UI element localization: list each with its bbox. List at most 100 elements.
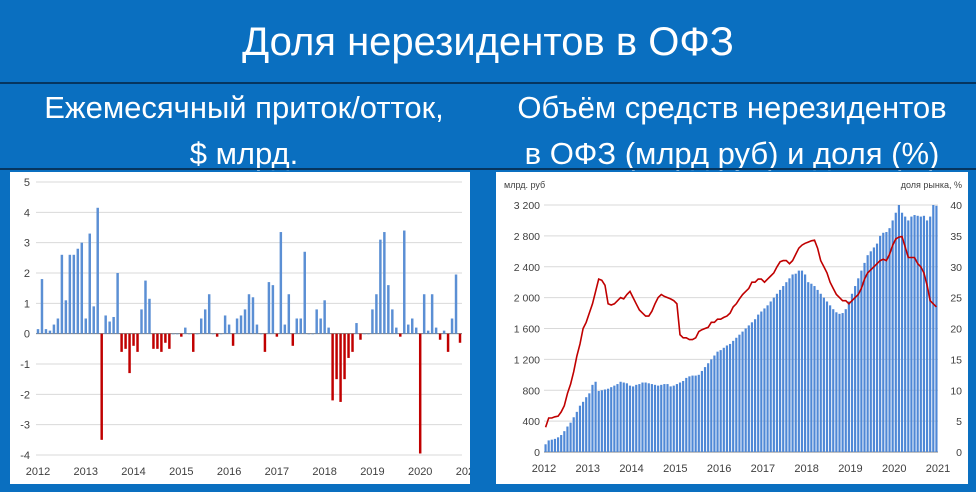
flow-bar xyxy=(168,333,171,349)
flow-bar xyxy=(104,315,107,334)
flow-bar xyxy=(116,273,119,334)
flow-bar xyxy=(418,333,422,454)
flow-bar xyxy=(235,318,239,334)
flow-bar xyxy=(267,282,271,334)
x-tick-label: 2019 xyxy=(838,463,862,475)
y-right-tick-label: 25 xyxy=(950,293,962,305)
holdings-bar xyxy=(725,345,729,452)
share-line xyxy=(544,235,937,428)
flow-bar xyxy=(164,333,167,343)
y-right-tick-label: 5 xyxy=(956,416,962,428)
flow-bar xyxy=(458,333,462,343)
flow-bar xyxy=(430,294,434,334)
holdings-bar xyxy=(644,382,647,452)
holdings-bar xyxy=(566,426,569,452)
x-tick-label: 2017 xyxy=(265,466,289,478)
flow-bar xyxy=(40,279,44,334)
holdings-bar xyxy=(747,325,750,452)
x-tick-label: 2018 xyxy=(312,466,336,478)
holdings-bar xyxy=(707,363,710,452)
flow-bar xyxy=(371,309,374,334)
page-title: Доля нерезидентов в ОФЗ xyxy=(242,19,734,64)
holdings-bar xyxy=(563,431,566,452)
flow-bar xyxy=(335,333,338,380)
holdings-bar xyxy=(669,386,672,452)
holdings-bar xyxy=(569,422,572,452)
flows-chart: 5 4 3 2 1 0 -1 -2 -3 -4 2012 2013 2014 2015 2016 2017 20… xyxy=(20,177,480,478)
right-subtitle-line-2: в ОФЗ (млрд руб) и доля (%) xyxy=(524,136,940,171)
right-subtitle: Объём средств нерезидентов в ОФЗ (млрд р… xyxy=(488,85,976,177)
holdings-bar xyxy=(600,390,603,452)
holdings-bar xyxy=(635,384,638,452)
holdings-bar xyxy=(804,274,807,452)
holdings-bar xyxy=(766,305,769,452)
y-tick-label: -1 xyxy=(20,359,30,371)
holdings-bar xyxy=(628,385,632,452)
holdings-bar xyxy=(844,309,847,452)
holdings-bar xyxy=(907,220,910,452)
y-right-tick-label: 30 xyxy=(950,262,962,274)
holdings-bar xyxy=(572,417,575,452)
holdings-bar xyxy=(638,384,641,452)
flow-bar xyxy=(414,327,418,334)
holdings-bar xyxy=(760,311,763,452)
holdings-bar xyxy=(838,313,841,452)
holdings-bar xyxy=(585,397,588,452)
holdings-bar xyxy=(919,216,922,452)
flow-bar xyxy=(203,309,207,334)
flow-bar xyxy=(327,327,330,334)
holdings-bar xyxy=(578,405,582,452)
holdings-bar xyxy=(547,440,550,452)
holdings-bar xyxy=(860,270,863,452)
flow-bar xyxy=(307,333,310,335)
holdings-bar xyxy=(622,382,625,452)
y-right-tick-label: 35 xyxy=(950,231,962,243)
holdings-bar xyxy=(888,228,891,452)
holdings-bar xyxy=(872,247,875,452)
flow-bar xyxy=(207,294,211,334)
x-tick-label: 2015 xyxy=(169,466,193,478)
y-tick-label: -2 xyxy=(20,389,30,401)
holdings-bar xyxy=(738,334,741,452)
x-tick-label: 2016 xyxy=(217,466,241,478)
flow-bar xyxy=(239,315,243,334)
holdings-bar xyxy=(556,437,560,452)
flow-bar xyxy=(295,318,299,334)
holdings-bar xyxy=(800,270,804,452)
flow-bar xyxy=(343,333,346,380)
flow-bar xyxy=(112,316,115,334)
holdings-bar xyxy=(722,347,725,452)
flow-bar xyxy=(387,285,390,334)
holdings-bar xyxy=(591,384,594,452)
flow-bar xyxy=(88,233,91,334)
holdings-bar xyxy=(807,282,810,452)
holdings-bar xyxy=(719,350,722,452)
x-tick-label: 2013 xyxy=(74,466,98,478)
holdings-bar xyxy=(575,411,578,452)
left-axis-label: млрд. руб xyxy=(504,180,545,190)
flow-bar xyxy=(124,333,127,349)
holdings-bar xyxy=(741,331,744,452)
holdings-bar xyxy=(607,388,610,452)
flow-bar xyxy=(231,333,235,346)
y-left-tick-label: 800 xyxy=(522,385,540,397)
title-divider xyxy=(0,82,976,84)
flow-bar xyxy=(180,333,183,337)
holdings-bar xyxy=(763,308,766,452)
holdings-bar xyxy=(894,212,897,452)
flow-bar xyxy=(255,324,259,334)
flow-bar xyxy=(64,300,68,334)
stock-chart-panel: млрд. руб доля рынка, % 3 200 2 800 2 400 2 0… xyxy=(496,172,968,484)
holdings-bar xyxy=(613,385,616,452)
holdings-bar xyxy=(885,232,888,452)
y-tick-label: 3 xyxy=(24,238,30,250)
flow-bar xyxy=(196,333,199,335)
flow-bar xyxy=(84,318,88,334)
holdings-bar xyxy=(769,301,772,452)
holdings-bar xyxy=(816,289,819,452)
flow-bar xyxy=(72,254,76,334)
holdings-bar xyxy=(794,273,797,452)
holdings-bar xyxy=(750,322,754,452)
flow-bar xyxy=(156,333,159,349)
holdings-bar xyxy=(588,393,591,452)
